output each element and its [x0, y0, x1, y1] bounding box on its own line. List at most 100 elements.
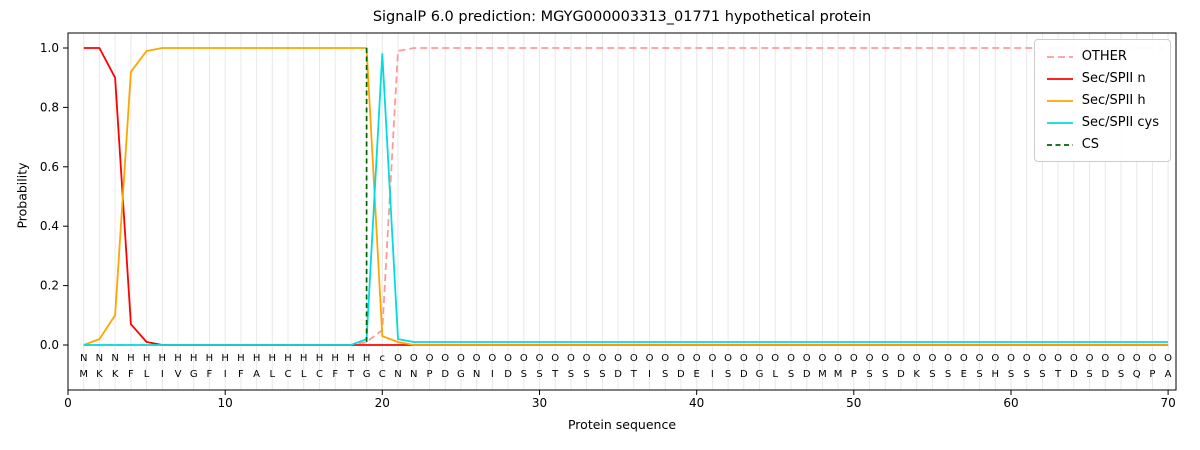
svg-text:D: D — [803, 369, 811, 380]
svg-text:H: H — [316, 353, 324, 364]
svg-text:O: O — [630, 353, 638, 364]
axes-box — [67, 32, 1177, 391]
svg-text:F: F — [207, 369, 213, 380]
svg-text:O: O — [913, 353, 921, 364]
chart-title: SignalP 6.0 prediction: MGYG000003313_01… — [372, 9, 872, 25]
svg-text:T: T — [347, 369, 355, 380]
svg-text:S: S — [1024, 369, 1030, 380]
svg-text:D: D — [614, 369, 622, 380]
svg-text:P: P — [851, 369, 857, 380]
svg-text:L: L — [144, 369, 150, 380]
svg-text:N: N — [80, 353, 87, 364]
svg-text:N: N — [394, 369, 401, 380]
svg-text:0: 0 — [64, 396, 72, 410]
svg-text:H: H — [253, 353, 261, 364]
svg-text:H: H — [143, 353, 151, 364]
svg-text:S: S — [882, 369, 888, 380]
svg-text:H: H — [237, 353, 245, 364]
svg-text:A: A — [253, 369, 260, 380]
svg-text:O: O — [960, 353, 968, 364]
svg-text:S: S — [788, 369, 794, 380]
svg-text:O: O — [598, 353, 606, 364]
svg-text:S: S — [583, 369, 589, 380]
svg-text:V: V — [175, 369, 182, 380]
svg-text:T: T — [630, 369, 638, 380]
svg-text:I: I — [648, 369, 651, 380]
svg-text:H: H — [331, 353, 339, 364]
svg-text:D: D — [1070, 369, 1078, 380]
svg-text:I: I — [224, 369, 227, 380]
svg-text:O: O — [567, 353, 575, 364]
svg-text:S: S — [1039, 369, 1045, 380]
svg-text:O: O — [1070, 353, 1078, 364]
svg-text:O: O — [551, 353, 559, 364]
svg-text:O: O — [504, 353, 512, 364]
svg-text:O: O — [1038, 353, 1046, 364]
svg-text:N: N — [410, 369, 417, 380]
svg-text:S: S — [521, 369, 527, 380]
svg-text:O: O — [771, 353, 779, 364]
svg-text:L: L — [270, 369, 276, 380]
legend-label: OTHER — [1081, 49, 1127, 64]
svg-text:H: H — [347, 353, 355, 364]
svg-text:I: I — [161, 369, 164, 380]
svg-text:K: K — [96, 369, 103, 380]
svg-text:I: I — [711, 369, 714, 380]
gridlines — [83, 33, 1169, 390]
svg-text:F: F — [332, 369, 338, 380]
svg-text:H: H — [127, 353, 135, 364]
svg-text:70: 70 — [1160, 396, 1175, 410]
svg-text:D: D — [1101, 369, 1109, 380]
svg-text:E: E — [694, 369, 700, 380]
legend-item-sec-spii-cys: Sec/SPII cys — [1046, 116, 1159, 129]
svg-text:G: G — [756, 369, 764, 380]
svg-text:F: F — [238, 369, 244, 380]
svg-text:S: S — [662, 369, 668, 380]
svg-text:O: O — [661, 353, 669, 364]
svg-text:O: O — [928, 353, 936, 364]
svg-text:O: O — [803, 353, 811, 364]
svg-text:S: S — [536, 369, 542, 380]
svg-text:K: K — [913, 369, 920, 380]
legend-item-cs: CS — [1046, 138, 1159, 151]
x-axis-label: Protein sequence — [567, 417, 677, 432]
svg-text:S: S — [866, 369, 872, 380]
svg-text:O: O — [1023, 353, 1031, 364]
legend-line-sample — [1046, 121, 1073, 124]
svg-text:D: D — [441, 369, 449, 380]
svg-text:O: O — [756, 353, 764, 364]
svg-text:S: S — [725, 369, 731, 380]
svg-text:O: O — [1164, 353, 1172, 364]
legend: OTHER Sec/SPII n Sec/SPII h Sec/SPII cys CS — [1033, 39, 1171, 162]
svg-text:N: N — [111, 353, 118, 364]
svg-text:O: O — [677, 353, 685, 364]
svg-text:40: 40 — [689, 396, 704, 410]
svg-text:D: D — [740, 369, 748, 380]
svg-text:O: O — [536, 353, 544, 364]
series-sec-spii-h — [83, 47, 1169, 346]
svg-text:O: O — [944, 353, 952, 364]
svg-text:A: A — [1165, 369, 1172, 380]
legend-line-sample — [1046, 55, 1073, 58]
svg-text:O: O — [850, 353, 858, 364]
svg-text:c: c — [380, 353, 386, 364]
svg-text:O: O — [1086, 353, 1094, 364]
svg-text:O: O — [520, 353, 528, 364]
svg-text:O: O — [1007, 353, 1015, 364]
svg-text:S: S — [1118, 369, 1124, 380]
svg-text:O: O — [708, 353, 716, 364]
svg-text:30: 30 — [532, 396, 547, 410]
svg-text:H: H — [174, 353, 182, 364]
svg-text:1.0: 1.0 — [40, 41, 59, 55]
svg-text:O: O — [693, 353, 701, 364]
svg-text:60: 60 — [1003, 396, 1018, 410]
svg-text:O: O — [818, 353, 826, 364]
svg-text:20: 20 — [375, 396, 390, 410]
svg-text:O: O — [740, 353, 748, 364]
svg-text:O: O — [457, 353, 465, 364]
legend-label: Sec/SPII h — [1081, 93, 1146, 108]
svg-text:L: L — [301, 369, 307, 380]
svg-text:N: N — [96, 353, 103, 364]
